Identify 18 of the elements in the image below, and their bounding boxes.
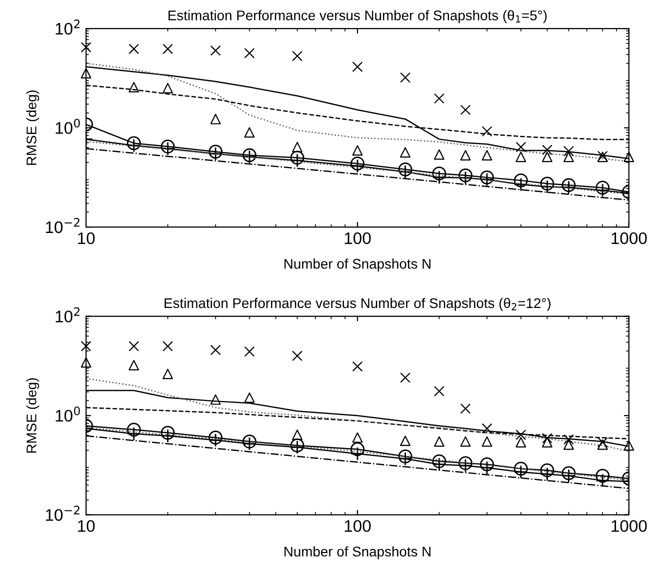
y-tick-label: 10$^{0}$ (56, 118, 80, 134)
x-tick-label: 1000 (612, 232, 647, 244)
y-tick-label: 10$^{−2}$ (46, 506, 80, 521)
x-tick-label: 10 (78, 232, 95, 244)
x-axis-title: Number of Snapshots N (284, 546, 430, 560)
x-tick-label: 100 (344, 232, 371, 244)
y-tick-label: 10$^{2}$ (56, 307, 80, 322)
x-axis-title: Number of Snapshots N (284, 258, 430, 272)
chart-title: Estimation Performance versus Number of Snapshots (θ$_{1}$=5°) (168, 10, 547, 24)
x-tick-label: 100 (344, 520, 371, 532)
y-axis-title: RMSE (deg) (26, 378, 40, 453)
x-tick-label: 10 (78, 520, 95, 532)
y-tick-label: 10$^{−2}$ (46, 218, 80, 234)
y-axis-title: RMSE (deg) (26, 90, 40, 165)
y-tick-label: 10$^{0}$ (56, 406, 80, 422)
y-tick-label: 10$^{2}$ (56, 19, 80, 35)
x-tick-label: 1000 (612, 520, 647, 532)
chart-title: Estimation Performance versus Number of Snapshots (θ$_{2}$=12°) (164, 298, 550, 311)
